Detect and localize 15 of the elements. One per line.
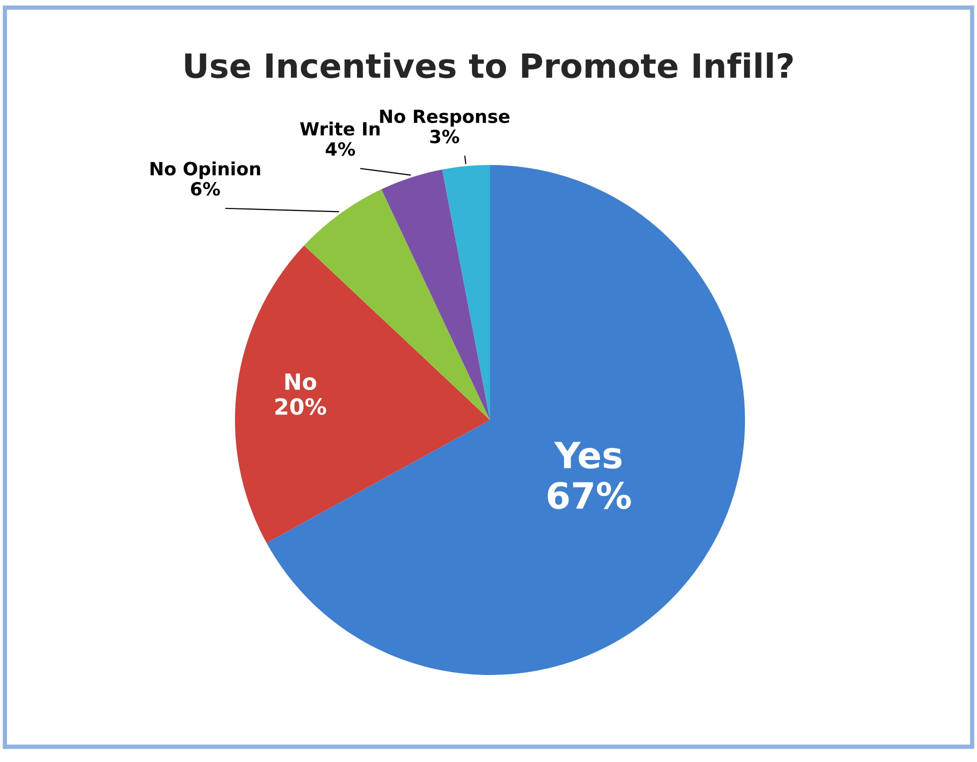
data-label: 67%: [548, 482, 631, 510]
data-label: 3%: [430, 130, 460, 144]
slice-label: No Response: [380, 110, 510, 127]
data-label: 20%: [275, 398, 326, 415]
slice-label: Write In: [300, 122, 380, 136]
slice-label: No Opinion: [150, 161, 260, 179]
pie-slice: [442, 165, 490, 420]
pie-slice: [235, 245, 490, 543]
data-label: 6%: [191, 182, 220, 196]
data-label: 4%: [326, 142, 356, 156]
pie-slice: [381, 170, 490, 420]
slice-label: Yes: [554, 442, 622, 469]
slice-label: No: [285, 374, 316, 390]
chart-title: Use Incentives to Promote Infill?: [185, 52, 793, 78]
pie-slice: [266, 165, 745, 675]
